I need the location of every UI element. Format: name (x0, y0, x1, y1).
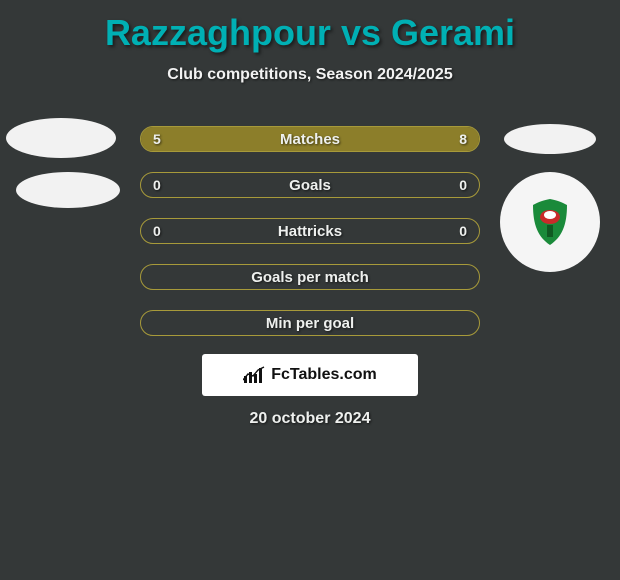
stat-row: Hattricks0 0 (140, 218, 480, 244)
stat-value-right: 0 (459, 173, 467, 197)
stat-row: Goals per match (140, 264, 480, 290)
page-title: Razzaghpour vs Gerami (0, 0, 620, 54)
stat-value-left: 0 (153, 173, 161, 197)
player-left-avatar-2 (16, 172, 120, 208)
stat-rows: Matches58Goals00Hattricks00Goals per mat… (140, 126, 480, 336)
date-text: 20 october 2024 (0, 410, 620, 428)
stat-value-right: 0 (459, 219, 467, 243)
bars-icon (243, 366, 265, 384)
watermark-text: FcTables.com (271, 366, 377, 384)
stat-row: Min per goal (140, 310, 480, 336)
stat-value-left: 0 (153, 219, 161, 243)
player-left-avatar-1 (6, 118, 116, 158)
stat-label: Matches (141, 127, 479, 151)
watermark: FcTables.com (202, 354, 418, 396)
stat-row: Goals0 0 (140, 172, 480, 198)
stat-label: Hattricks (141, 219, 479, 243)
stat-row: Matches5 8 (140, 126, 480, 152)
stat-label: Goals per match (141, 265, 479, 289)
stat-label: Min per goal (141, 311, 479, 335)
player-right-avatar (504, 124, 596, 154)
shield-icon (523, 195, 577, 249)
club-badge-inner (523, 195, 577, 249)
subtitle: Club competitions, Season 2024/2025 (0, 66, 620, 84)
stat-label: Goals (141, 173, 479, 197)
stat-value-left: 5 (153, 127, 161, 151)
club-badge-right (500, 172, 600, 272)
stat-value-right: 8 (459, 127, 467, 151)
